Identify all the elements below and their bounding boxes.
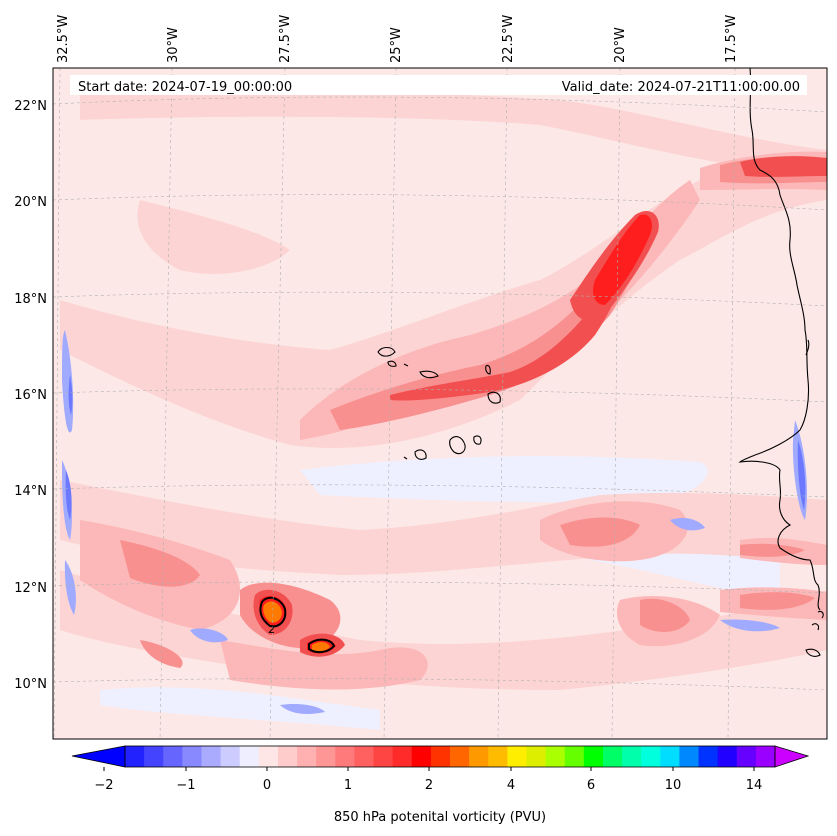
- colorbar-cell: [335, 746, 355, 767]
- colorbar-cell: [297, 746, 317, 767]
- colorbar-cell: [583, 746, 604, 767]
- lat-label-10n: 10°N: [14, 677, 47, 692]
- colorbar-cell: [660, 746, 680, 767]
- lat-label-20n: 20°N: [14, 195, 47, 210]
- colorbar-tick-label: 2: [425, 778, 433, 793]
- lat-label-14n: 14°N: [14, 484, 47, 499]
- contour-label: 2: [268, 623, 275, 636]
- colorbar-cell: [622, 746, 642, 767]
- lon-label-20w: 20°W: [613, 27, 628, 63]
- colorbar-cell: [641, 746, 661, 767]
- colorbar-cell: [163, 746, 183, 767]
- colorbar-cell: [201, 746, 222, 767]
- colorbar-ticks: −2 −1 0 1 2 4 6 10 14: [94, 767, 762, 793]
- max-pv-cores: [263, 601, 330, 652]
- lat-label-22n: 22°N: [14, 99, 47, 114]
- colorbar-cell: [316, 746, 336, 767]
- colorbar-tick-label: −1: [176, 778, 195, 793]
- colorbar-cell: [469, 746, 489, 767]
- colorbar-tick-label: −2: [94, 778, 113, 793]
- graticule: [53, 68, 827, 739]
- colorbar-cell: [220, 746, 241, 767]
- lat-label-16n: 16°N: [14, 388, 47, 403]
- colorbar-cell: [717, 746, 738, 767]
- map-frame: [52, 67, 828, 740]
- lat-label-12n: 12°N: [14, 581, 47, 596]
- header-banner: [70, 75, 807, 95]
- colorbar-label: 850 hPa potenital vorticity (PVU): [334, 810, 546, 825]
- colorbar-cell: [679, 746, 700, 767]
- colorbar-tick-label: 14: [746, 778, 763, 793]
- colorbar-cell: [430, 746, 451, 767]
- colorbar-cell: [488, 746, 508, 767]
- latitude-labels: 22°N 20°N 18°N 16°N 14°N 12°N 10°N: [14, 99, 47, 692]
- lat-label-18n: 18°N: [14, 292, 47, 307]
- colorbar-cell: [144, 746, 164, 767]
- colorbar-cell: [755, 746, 776, 767]
- colorbar-cell: [450, 746, 470, 767]
- pv-contour-2: [259, 596, 336, 654]
- colorbar-cell: [182, 746, 202, 767]
- lon-label-30w: 30°W: [166, 27, 181, 63]
- colorbar-cell: [239, 746, 260, 767]
- start-date-label: Start date: 2024-07-19_00:00:00: [78, 80, 292, 95]
- colorbar: −2 −1 0 1 2 4 6 10 14 850 hPa potenital vorticit…: [71, 745, 810, 825]
- lon-label-25w: 25°W: [389, 27, 404, 63]
- colorbar-cell: [277, 746, 298, 767]
- colorbar-tick-label: 1: [344, 778, 352, 793]
- colorbar-cell: [736, 746, 757, 767]
- colorbar-cell: [602, 746, 623, 767]
- colorbar-cell: [507, 746, 527, 767]
- colorbar-cell: [392, 746, 413, 767]
- colorbar-cell: [258, 746, 279, 767]
- lon-label-22-5w: 22.5°W: [501, 15, 516, 63]
- colorbar-cell: [354, 746, 375, 767]
- colorbar-tick-label: 6: [587, 778, 595, 793]
- colorbar-cell: [545, 746, 566, 767]
- colorbar-tick-label: 0: [263, 778, 271, 793]
- colorbar-cell: [526, 746, 547, 767]
- colorbar-frame: [124, 745, 776, 768]
- colorbar-cell: [698, 746, 719, 767]
- longitude-labels: 32.5°W 30°W 27.5°W 25°W 22.5°W 20°W 17.5…: [56, 15, 739, 63]
- colorbar-cells: [125, 746, 776, 767]
- colorbar-max-extension: [774, 745, 810, 768]
- valid-date-label: Valid_date: 2024-07-21T11:00:00.00: [562, 80, 800, 95]
- lon-label-32-5w: 32.5°W: [56, 15, 71, 63]
- coastline: [738, 68, 821, 611]
- colorbar-min-extension: [71, 745, 126, 768]
- lon-label-17-5w: 17.5°W: [724, 15, 739, 63]
- colorbar-cell: [411, 746, 432, 767]
- map-panel: [53, 68, 827, 739]
- colorbar-tick-label: 10: [665, 778, 682, 793]
- lon-label-27-5w: 27.5°W: [278, 15, 293, 63]
- colorbar-cell: [125, 746, 145, 767]
- cape-verde-islands: [377, 339, 824, 657]
- strong-negative-pv-features: [65, 375, 806, 520]
- colorbar-tick-label: 4: [507, 778, 515, 793]
- colorbar-cell: [373, 746, 394, 767]
- colorbar-cell: [564, 746, 585, 767]
